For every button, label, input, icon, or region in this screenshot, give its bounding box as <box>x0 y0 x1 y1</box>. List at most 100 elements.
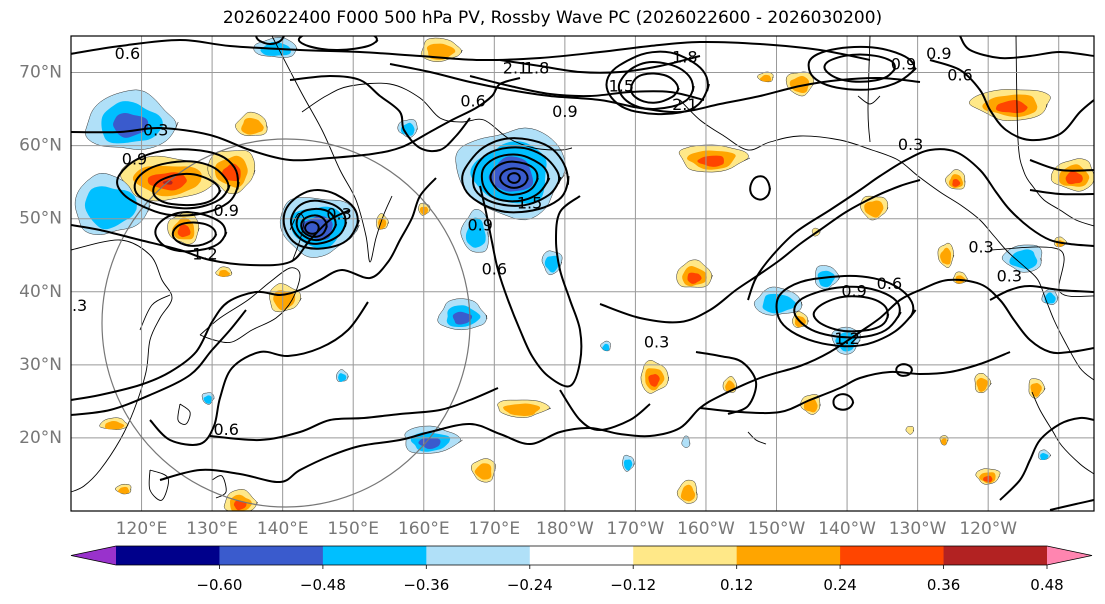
anomaly-region <box>905 426 914 435</box>
lat-tick-label: 70°N <box>19 63 62 83</box>
pv-contour <box>695 351 758 415</box>
pv-contour <box>171 221 218 247</box>
pv-contour <box>289 74 471 153</box>
pv-contour <box>282 189 360 250</box>
anomaly-region <box>1009 249 1038 270</box>
coastline <box>679 99 1094 381</box>
pv-contour <box>989 284 1094 301</box>
pv-contour <box>747 148 1094 301</box>
colorbar-tick-label: −0.48 <box>300 576 346 594</box>
pv-contour <box>71 209 351 267</box>
contour-label: 1.8 <box>672 47 697 66</box>
pv-contour <box>630 72 680 104</box>
pv-contour <box>297 36 379 52</box>
chart-title: 2026022400 F000 500 hPa PV, Rossby Wave … <box>222 8 883 28</box>
lon-tick-label: 150°E <box>327 519 379 539</box>
lon-tick-label: 170°W <box>607 519 665 539</box>
colorbar-tick-label: −0.12 <box>610 576 656 594</box>
coastline <box>139 294 171 331</box>
contour-label: 0.6 <box>460 91 485 110</box>
contour-label: 1.2 <box>834 329 859 348</box>
pv-contour <box>775 274 917 348</box>
colorbar-segment <box>426 546 531 565</box>
pv-contour <box>812 295 890 333</box>
colorbar-tick-label: 0.48 <box>1030 576 1063 594</box>
lon-tick-label: 120°W <box>959 519 1017 539</box>
anomaly-region <box>762 293 797 314</box>
coastline <box>867 36 871 143</box>
colorbar-segment <box>736 546 841 565</box>
coastline <box>989 246 1094 298</box>
anomaly-region <box>233 500 247 511</box>
pv-contour <box>304 221 320 235</box>
contour-label: 0.6 <box>482 259 507 278</box>
lat-tick-label: 30°N <box>19 355 62 375</box>
coastline <box>148 469 169 501</box>
contour-label: 0.9 <box>841 281 866 300</box>
contour-label: 1.2 <box>192 245 217 264</box>
anomaly-region <box>503 403 541 417</box>
colorbar-tick-label: −0.60 <box>196 576 242 594</box>
pv-contour <box>209 387 499 442</box>
anomaly-region <box>864 200 884 218</box>
pv-contour <box>71 309 247 416</box>
lon-tick-label: 130°W <box>889 519 947 539</box>
colorbar-segment <box>322 546 427 565</box>
lon-tick-label: 170°E <box>468 519 520 539</box>
lat-tick-label: 60°N <box>19 136 62 156</box>
anomaly-region <box>544 255 559 273</box>
contour-label: 0.3 <box>997 267 1022 286</box>
pv-contour <box>499 55 701 74</box>
contour-label: 0.9 <box>926 44 951 63</box>
pv-contour <box>499 167 529 189</box>
contour-label: 0.6 <box>213 420 238 439</box>
pv-contour <box>472 146 562 207</box>
anomaly-region <box>218 269 231 277</box>
lat-tick-label: 20°N <box>19 428 62 448</box>
anomaly-region <box>465 217 486 248</box>
pv-contour <box>699 351 1011 415</box>
contour-label: 0.3 <box>326 205 351 224</box>
colorbar-segment <box>943 546 1048 565</box>
contour-label: 0.6 <box>947 66 972 85</box>
pv-contour <box>159 278 1094 484</box>
contour-label-layer: 0.60.30.90.91.20.30.32.11.80.60.91.81.52… <box>62 44 1022 439</box>
pv-contour <box>489 160 539 196</box>
contour-label: 0.9 <box>891 55 916 74</box>
anomaly-region <box>648 374 660 387</box>
pv-contour <box>832 393 855 411</box>
contour-label: 1.5 <box>609 77 634 96</box>
map-frame <box>70 35 1095 512</box>
anomaly-region <box>221 163 241 182</box>
anomaly-region <box>378 217 387 230</box>
colorbar-extend-high <box>1047 546 1092 565</box>
colorbar-extend-low <box>71 546 116 565</box>
pv-contour <box>959 36 1094 60</box>
pv-contour <box>149 301 369 446</box>
pv-contour <box>895 363 914 377</box>
contour-label: 1.5 <box>517 194 542 213</box>
pv-contour <box>749 175 771 201</box>
colorbar-segment <box>840 546 945 565</box>
colorbar-tick-label: 0.24 <box>823 576 856 594</box>
colorbar-tick-label: −0.24 <box>507 576 553 594</box>
pv-contour <box>71 77 521 162</box>
pv-contour <box>295 207 338 242</box>
colorbar-tick-label: 0.12 <box>720 576 753 594</box>
lat-tick-label: 40°N <box>19 282 62 302</box>
pv-contour <box>461 137 570 214</box>
anomaly-region <box>104 421 125 430</box>
anomaly-region <box>338 373 347 382</box>
lon-tick-label: 150°W <box>748 519 806 539</box>
reference-circle <box>101 138 471 508</box>
lon-tick-label: 180°W <box>536 519 594 539</box>
shading-layer <box>74 36 1094 511</box>
contour-label: 0.3 <box>62 296 87 315</box>
contour-label: 0.9 <box>213 201 238 220</box>
anomaly-region <box>1065 171 1083 185</box>
anomaly-region <box>940 438 947 445</box>
anomaly-region <box>1040 452 1049 461</box>
anomaly-region <box>474 463 492 480</box>
pv-contour <box>300 214 328 238</box>
